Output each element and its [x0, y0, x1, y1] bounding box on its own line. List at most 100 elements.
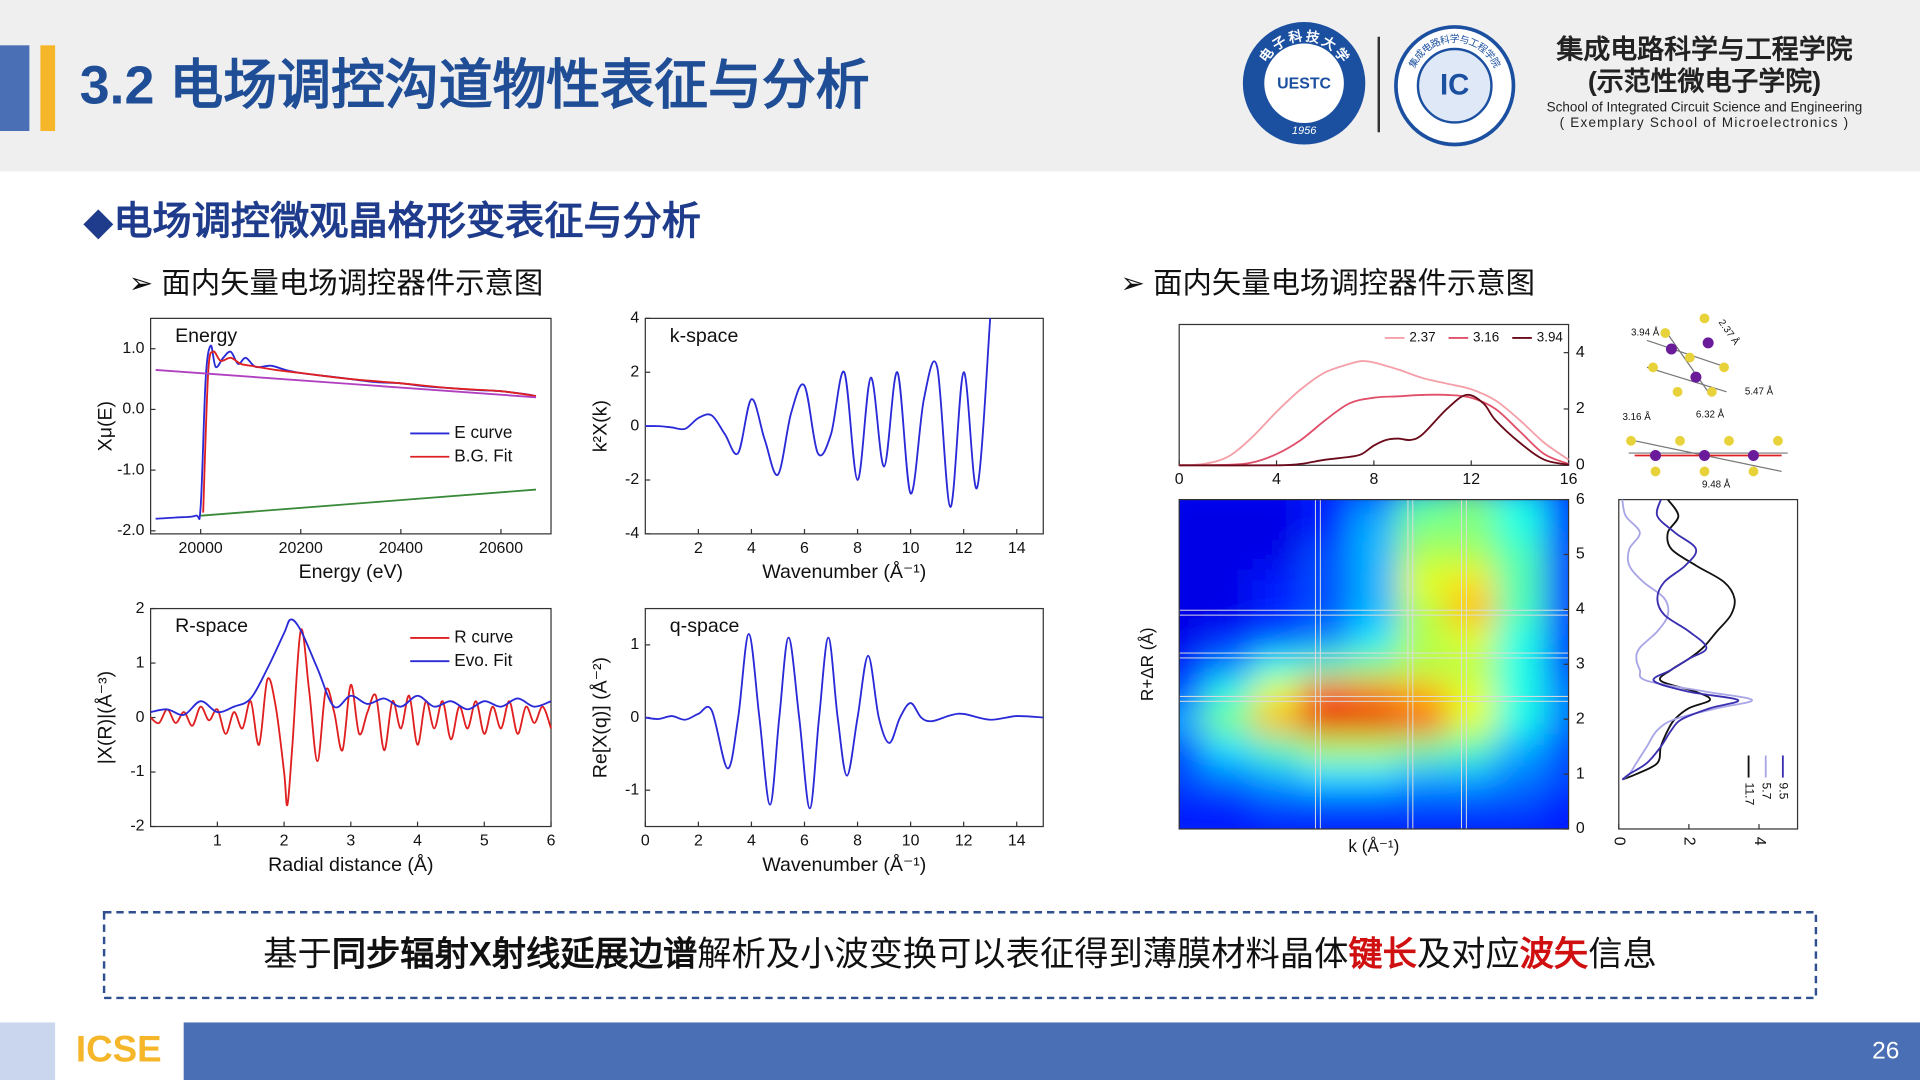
heat-cell — [1446, 540, 1497, 570]
heat-cell — [1446, 568, 1497, 597]
panel-label: k-space — [670, 325, 739, 347]
heat-cell — [1252, 568, 1303, 597]
heat-cell — [1398, 623, 1449, 652]
series-line — [645, 633, 1044, 810]
summary-text: 基于同步辐射X射线延展边谱解析及小波变换可以表征得到薄膜材料晶体键长及对应波矢信… — [263, 935, 1656, 973]
series-line — [150, 618, 552, 716]
panel-label: Energy — [175, 325, 237, 347]
heat-cell — [1446, 705, 1497, 735]
heat-cell — [1252, 499, 1303, 515]
heat-cell — [1446, 499, 1497, 515]
school-en-sub: ( Exemplary School of Microelectronics ) — [1560, 115, 1850, 130]
heat-cell — [1349, 787, 1400, 817]
heat-cell — [1495, 568, 1546, 597]
structure-label: 2.37 Å — [1716, 318, 1742, 348]
x-axis-label: k (Å⁻¹) — [1348, 836, 1399, 856]
y-tick-label: 5 — [1576, 546, 1585, 563]
heat-cell — [1446, 787, 1497, 817]
slide-title: 3.2 电场调控沟道物性表征与分析 — [80, 56, 870, 116]
legend-label: 11.7 — [1742, 782, 1756, 805]
heat-cell — [1349, 499, 1400, 515]
series-line — [1179, 360, 1570, 467]
x-tick-label: 4 — [747, 832, 756, 849]
heat-cell — [1544, 623, 1569, 652]
plot-frame — [644, 607, 1044, 828]
logo-right-center: IC — [1440, 69, 1469, 102]
series-line — [200, 488, 537, 517]
legend-label: 2.37 — [1409, 330, 1435, 345]
y-tick-label: -2 — [625, 471, 639, 488]
series-line — [1621, 499, 1740, 781]
y-tick-label: 1.0 — [122, 340, 144, 357]
heat-cell — [1495, 650, 1546, 680]
heat-cell — [1203, 815, 1254, 829]
x-tick-label: 4 — [1751, 837, 1768, 846]
heat-cell — [1398, 499, 1449, 515]
heat-cell — [1349, 760, 1400, 790]
x-axis-label: Wavenumber (Å⁻¹) — [762, 853, 926, 876]
y-tick-label: 2 — [136, 600, 145, 617]
heat-cell — [1446, 650, 1497, 680]
heat-cell — [1179, 623, 1205, 652]
summary-box — [102, 911, 1818, 1000]
heat-cell — [1179, 760, 1205, 790]
heat-cell — [1300, 787, 1351, 817]
heat-cell — [1495, 499, 1546, 515]
heat-cell — [1398, 678, 1449, 707]
heat-cell — [1203, 568, 1254, 597]
heat-cell — [1544, 650, 1569, 680]
heat-cell — [1398, 815, 1449, 829]
x-tick-label: 6 — [547, 832, 556, 849]
heat-cell — [1179, 499, 1205, 515]
legend-label: R curve — [454, 626, 513, 646]
legend-label: 3.94 — [1537, 330, 1564, 345]
heat-cell — [1252, 760, 1303, 790]
heat-cell — [1398, 568, 1449, 597]
heat-cell — [1446, 513, 1497, 542]
structure-label: 6.32 Å — [1696, 410, 1725, 421]
y-tick-label: 0 — [1576, 820, 1585, 837]
x-tick-label: 2 — [280, 832, 289, 849]
y-tick-label: 2 — [1576, 400, 1585, 417]
y-axis-label: |X(R)|(Å⁻³) — [94, 671, 117, 764]
heat-cell — [1252, 815, 1303, 829]
plot-frame — [1178, 323, 1570, 466]
heat-cell — [1300, 760, 1351, 790]
heat-cell — [1252, 623, 1303, 652]
heat-cell — [1203, 705, 1254, 735]
heat-cell — [1300, 815, 1351, 829]
structure-label: 3.16 Å — [1622, 412, 1651, 423]
series-line — [202, 350, 537, 513]
logo-right-inner — [1416, 47, 1493, 124]
heat-cell — [1179, 540, 1205, 570]
y-tick-label: -1 — [625, 781, 639, 798]
heat-cell — [1252, 705, 1303, 735]
heat-cell — [1495, 815, 1546, 829]
heat-cell — [1398, 513, 1449, 542]
series-line — [1179, 393, 1569, 467]
heat-cell — [1179, 650, 1205, 680]
heat-cell — [1495, 540, 1546, 570]
heat-cell — [1179, 732, 1205, 762]
heat-cell — [1203, 540, 1254, 570]
series-line — [1621, 499, 1753, 781]
heat-cell — [1300, 705, 1351, 735]
y-axis-label: Re[X(q)] (Å⁻²) — [588, 657, 611, 778]
heat-cell — [1252, 513, 1303, 542]
legend-label: 9.5 — [1777, 782, 1791, 799]
heat-cell — [1349, 540, 1400, 570]
y-tick-label: 0 — [1576, 457, 1585, 474]
subheading: ➢ 面内矢量电场调控器件示意图 — [129, 267, 544, 300]
y-tick-label: 0 — [136, 709, 145, 726]
y-axis-label: k²X(k) — [589, 400, 611, 452]
heat-cell — [1398, 650, 1449, 680]
heat-cell — [1179, 815, 1205, 829]
x-tick-label: 20200 — [279, 540, 323, 557]
heat-cell — [1349, 815, 1400, 829]
heat-cell — [1495, 678, 1546, 707]
heat-cell — [1544, 513, 1569, 542]
x-tick-label: 8 — [853, 832, 862, 849]
y-tick-label: 4 — [1576, 601, 1585, 618]
y-tick-label: -1.0 — [117, 461, 145, 478]
header-accent — [40, 45, 56, 132]
